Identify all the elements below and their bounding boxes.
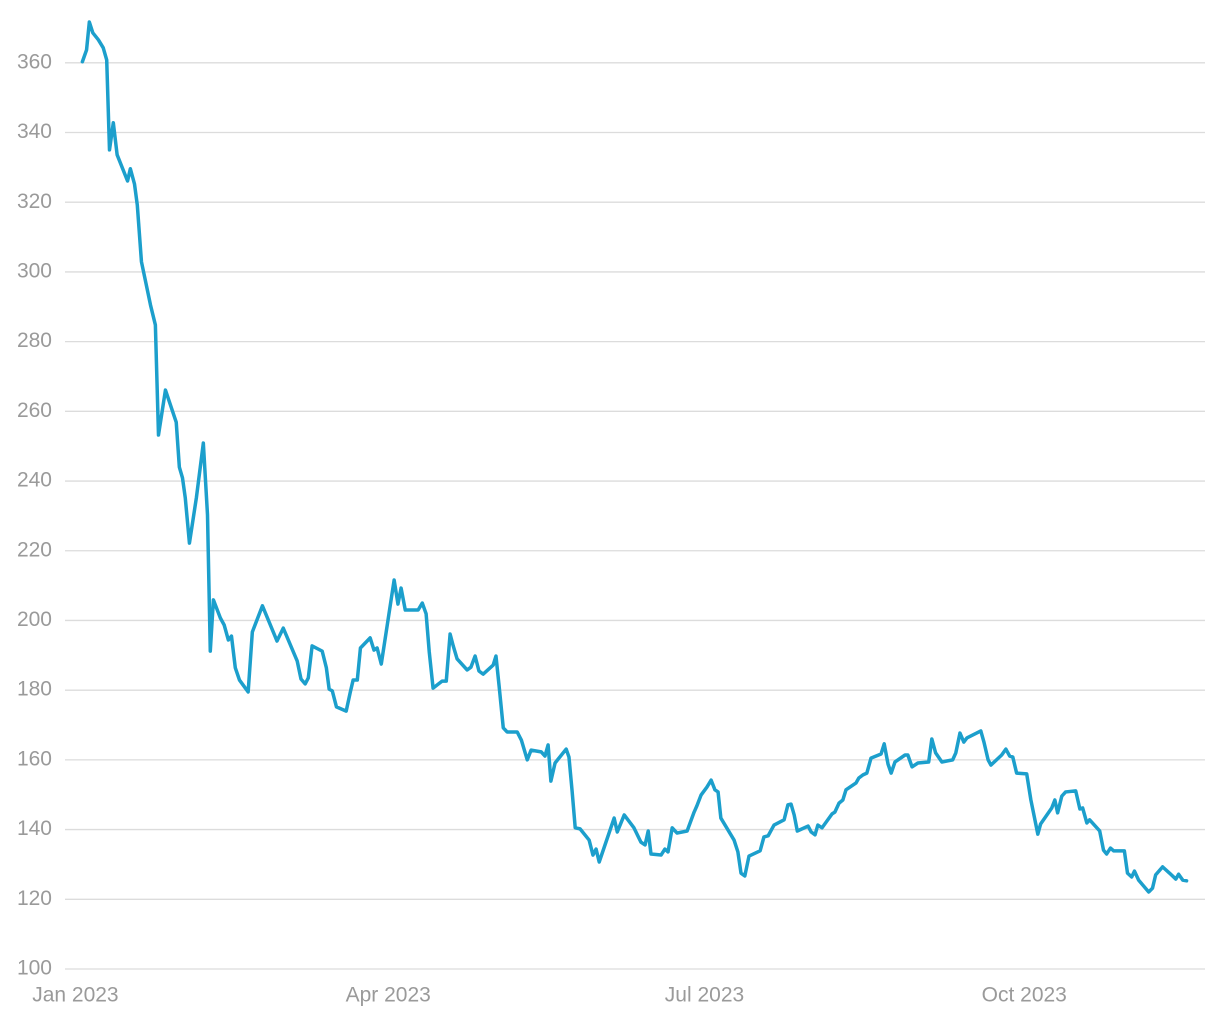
y-tick-label: 220 xyxy=(17,538,52,561)
y-tick-label: 300 xyxy=(17,259,52,282)
y-tick-label: 100 xyxy=(17,957,52,980)
x-tick-label: Oct 2023 xyxy=(982,984,1067,1007)
y-tick-label: 260 xyxy=(17,399,52,422)
y-tick-label: 160 xyxy=(17,747,52,770)
y-tick-label: 280 xyxy=(17,329,52,352)
y-tick-label: 200 xyxy=(17,608,52,631)
y-tick-label: 140 xyxy=(17,817,52,840)
y-tick-label: 320 xyxy=(17,190,52,213)
y-tick-label: 180 xyxy=(17,678,52,701)
x-tick-label: Apr 2023 xyxy=(346,984,431,1007)
y-tick-label: 120 xyxy=(17,887,52,910)
y-tick-label: 340 xyxy=(17,120,52,143)
y-tick-label: 360 xyxy=(17,50,52,73)
y-tick-label: 240 xyxy=(17,469,52,492)
x-tick-label: Jul 2023 xyxy=(665,984,744,1007)
line xyxy=(80,20,1189,894)
x-tick-label: Jan 2023 xyxy=(32,984,118,1007)
